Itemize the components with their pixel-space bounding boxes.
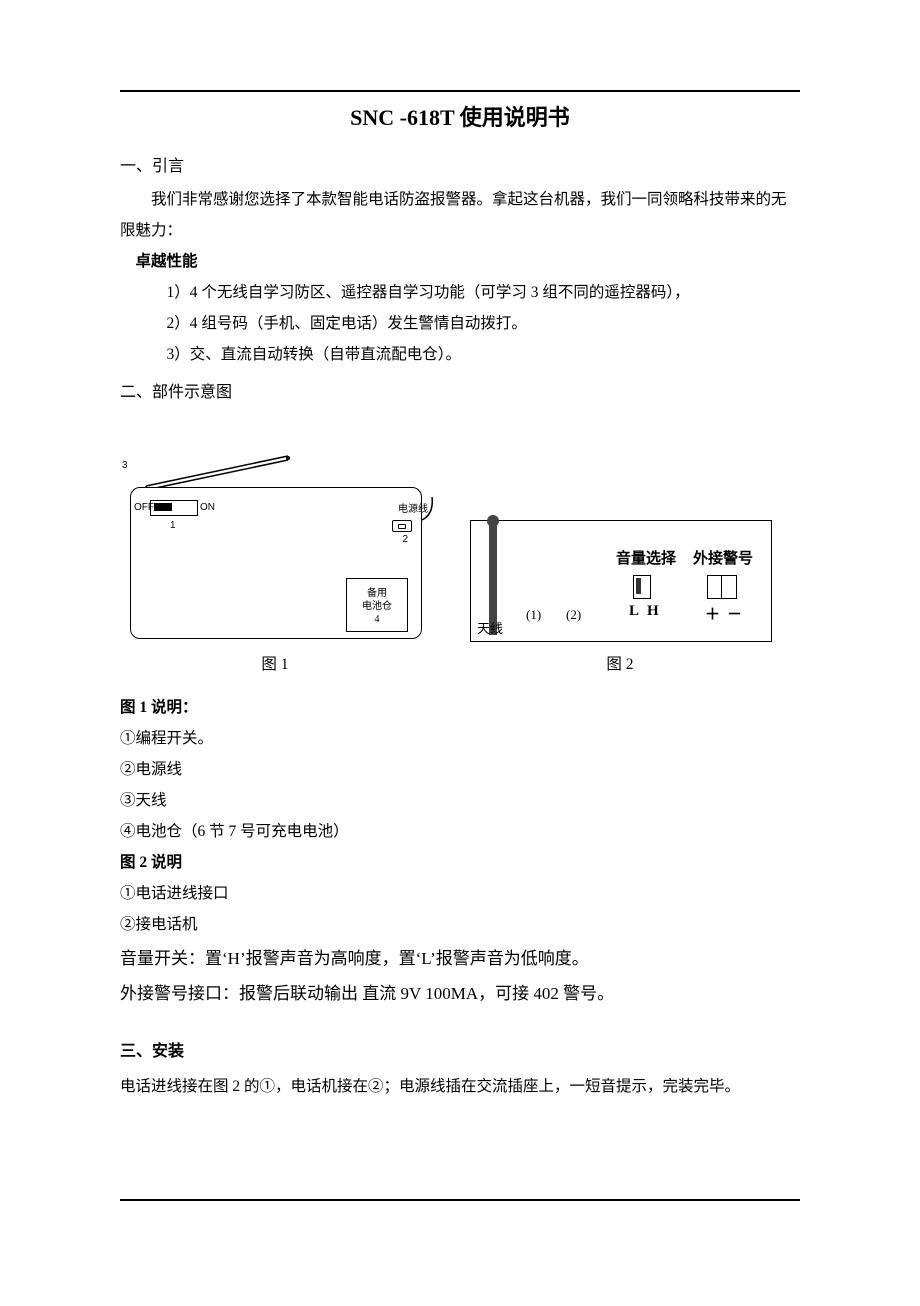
volume-note: 音量开关：置‘H’报警声音为高响度，置‘L’报警声音为低响度。 <box>120 944 800 975</box>
volume-switch-icon <box>633 575 651 599</box>
feature-item: 1）4 个无线自学习防区、遥控器自学习功能（可学习 3 组不同的遥控器码）， <box>167 277 801 308</box>
document-page: SNC -618T 使用说明书 一、引言 我们非常感谢您选择了本款智能电话防盗报… <box>0 0 920 1306</box>
ext-alarm-note: 外接警号接口：报警后联动输出 直流 9V 100MA，可接 402 警号。 <box>120 979 800 1010</box>
title-suffix: 使用说明书 <box>460 105 570 130</box>
fig2-volume-title: 音量选择 <box>616 547 676 568</box>
feature-list: 1）4 个无线自学习防区、遥控器自学习功能（可学习 3 组不同的遥控器码）， 2… <box>120 277 800 370</box>
intro-paragraph: 我们非常感谢您选择了本款智能电话防盗报警器。拿起这台机器，我们一同领略科技带来的… <box>120 184 800 246</box>
legend1-item: ②电源线 <box>120 754 800 785</box>
legend2-item: ②接电话机 <box>120 909 800 940</box>
battery-box-icon: 备用 电池仓 4 <box>346 578 408 632</box>
fig1-label-2: 2 <box>402 534 408 545</box>
fig1-on-label: ON <box>200 502 215 513</box>
section-1-heading: 一、引言 <box>120 152 800 176</box>
fig1-label-3: 3 <box>122 460 128 471</box>
battery-line2: 电池仓 <box>347 600 407 613</box>
figures-row: 3 OFF ON 1 电源线 2 备用 电池仓 4 天线 <box>120 442 800 642</box>
section-3-heading: 三、安装 <box>120 1037 800 1061</box>
figure-captions: 图 1 图 2 <box>120 652 800 674</box>
top-rule <box>120 90 800 92</box>
fig1-label-1: 1 <box>170 520 176 531</box>
install-text: 电话进线接在图 2 的①，电话机接在②；电源线插在交流插座上，一短音提示，完装完… <box>120 1071 800 1102</box>
fig2-plus: ＋ <box>705 603 720 624</box>
fig2-port1-label: (1) <box>526 607 541 623</box>
fig2-antenna-label: 天线 <box>477 618 503 637</box>
title-model: SNC -618T <box>350 105 454 130</box>
legend1-heading: 图 1 说明： <box>120 692 800 723</box>
legend1-item: ③天线 <box>120 785 800 816</box>
fig2-ext-title: 外接警号 <box>693 547 753 568</box>
power-wire-icon <box>394 492 434 532</box>
figure-2: 天线 (1) (2) 音量选择 L H 外接警号 ＋ － <box>470 520 772 642</box>
fig1-caption: 图 1 <box>120 652 430 674</box>
section-2-heading: 二、部件示意图 <box>120 378 800 402</box>
fig2-minus: － <box>727 603 742 624</box>
features-heading: 卓越性能 <box>120 246 800 277</box>
legend2-heading: 图 2 说明 <box>120 847 800 878</box>
battery-line1: 备用 <box>347 587 407 600</box>
feature-item: 2）4 组号码（手机、固定电话）发生警情自动拨打。 <box>167 308 801 339</box>
legend2-item: ①电话进线接口 <box>120 878 800 909</box>
feature-item: 3）交、直流自动转换（自带直流配电仓）。 <box>167 339 801 370</box>
bottom-rule <box>120 1199 800 1201</box>
fig2-caption: 图 2 <box>470 652 770 674</box>
fig2-L: L <box>629 603 639 620</box>
legend-1: 图 1 说明： ①编程开关。 ②电源线 ③天线 ④电池仓（6 节 7 号可充电电… <box>120 692 800 940</box>
legend1-item: ①编程开关。 <box>120 723 800 754</box>
doc-title: SNC -618T 使用说明书 <box>120 100 800 132</box>
legend1-item: ④电池仓（6 节 7 号可充电电池） <box>120 816 800 847</box>
figure-1: 3 OFF ON 1 电源线 2 备用 电池仓 4 <box>120 442 430 642</box>
fig2-H: H <box>647 603 659 620</box>
ext-port-icon <box>707 575 737 599</box>
fig1-label-4: 4 <box>347 613 407 626</box>
fig2-port2-label: (2) <box>566 607 581 623</box>
program-switch-icon <box>150 500 198 516</box>
